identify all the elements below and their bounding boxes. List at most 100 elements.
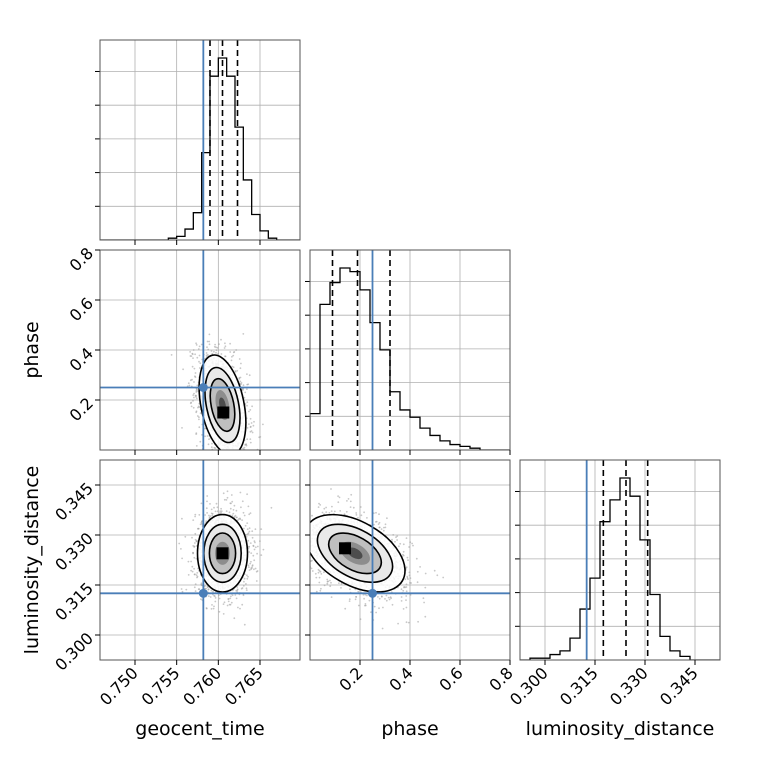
sample-point [243, 527, 245, 530]
sample-point [325, 506, 327, 509]
sample-point [205, 520, 208, 523]
sample-point [315, 576, 318, 579]
sample-point [259, 398, 262, 401]
sample-point [364, 603, 367, 605]
sample-point [222, 492, 225, 495]
sample-point [197, 527, 200, 530]
sample-point [230, 359, 233, 362]
marginal-panel-geocent_time [95, 39, 301, 241]
sample-point [212, 456, 214, 458]
sample-point [301, 557, 303, 559]
sample-point [241, 451, 243, 453]
sample-point [408, 546, 410, 548]
sample-point [226, 496, 229, 499]
sample-point [260, 528, 263, 530]
sample-point [357, 516, 359, 519]
sample-point [220, 510, 223, 513]
sample-point [436, 574, 439, 577]
sample-point [246, 528, 249, 531]
sample-point [286, 499, 288, 501]
sample-point [193, 586, 196, 589]
sample-point [355, 514, 358, 516]
sample-point [416, 581, 419, 584]
sample-point [306, 522, 308, 524]
sample-point [237, 518, 240, 520]
sample-point [231, 500, 234, 503]
sample-point [294, 557, 296, 559]
sample-point [402, 554, 405, 557]
sample-point [338, 582, 340, 584]
sample-point [386, 517, 388, 520]
truth-point [198, 588, 208, 598]
sample-point [375, 521, 377, 523]
sample-point [409, 577, 412, 579]
sample-point [402, 543, 405, 546]
sample-point [318, 581, 321, 584]
sample-point [233, 515, 236, 518]
sample-point [239, 376, 242, 379]
sample-point [229, 342, 232, 345]
sample-point [187, 382, 190, 385]
joint-content [286, 460, 510, 660]
sample-point [247, 505, 250, 508]
sample-point [193, 556, 196, 559]
sample-point [406, 556, 409, 559]
sample-point [241, 603, 244, 606]
sample-point [210, 608, 213, 610]
sample-point [253, 420, 255, 423]
y-tick-label: 0.300 [51, 629, 97, 675]
sample-point [248, 551, 251, 553]
sample-point [207, 348, 210, 351]
sample-point [246, 427, 249, 429]
sample-point [226, 490, 229, 493]
sample-point [404, 586, 407, 589]
sample-point [395, 536, 397, 539]
sample-point [228, 603, 231, 606]
sample-point [233, 504, 236, 507]
sample-point [306, 525, 308, 527]
sample-point [229, 597, 232, 600]
sample-point [181, 557, 184, 560]
sample-point [232, 354, 235, 357]
sample-point [199, 362, 202, 365]
sample-point [248, 566, 250, 568]
sample-point [304, 510, 306, 512]
sample-point [305, 563, 307, 565]
sample-point [250, 568, 253, 571]
sample-point [207, 443, 210, 446]
sample-point [192, 394, 195, 396]
sample-point [229, 351, 232, 353]
sample-point [307, 542, 309, 544]
density-peak [217, 406, 230, 419]
sample-point [251, 530, 254, 533]
y-tick-label: 0.4 [66, 344, 97, 375]
sample-point [192, 552, 195, 555]
sample-point [200, 522, 203, 525]
sample-point [304, 508, 306, 510]
sample-point [248, 513, 251, 516]
sample-point [249, 438, 252, 440]
sample-point [238, 457, 240, 459]
sample-point [194, 590, 197, 592]
sample-point [238, 468, 240, 470]
sample-point [238, 358, 241, 360]
x-tick-label: 0.300 [506, 663, 552, 709]
sample-point [198, 406, 201, 409]
sample-point [190, 560, 193, 563]
sample-point [193, 546, 196, 548]
sample-point [310, 567, 313, 570]
sample-point [250, 552, 253, 554]
sample-point [244, 391, 247, 394]
sample-point [191, 353, 194, 355]
sample-point [417, 620, 419, 623]
sample-point [206, 353, 209, 356]
sample-point [196, 356, 199, 359]
sample-point [211, 455, 213, 457]
sample-point [194, 513, 197, 516]
sample-point [260, 554, 263, 556]
sample-point [221, 455, 223, 457]
sample-point [237, 454, 239, 456]
sample-point [318, 576, 321, 579]
sample-point [364, 593, 367, 596]
sample-point [380, 528, 383, 530]
